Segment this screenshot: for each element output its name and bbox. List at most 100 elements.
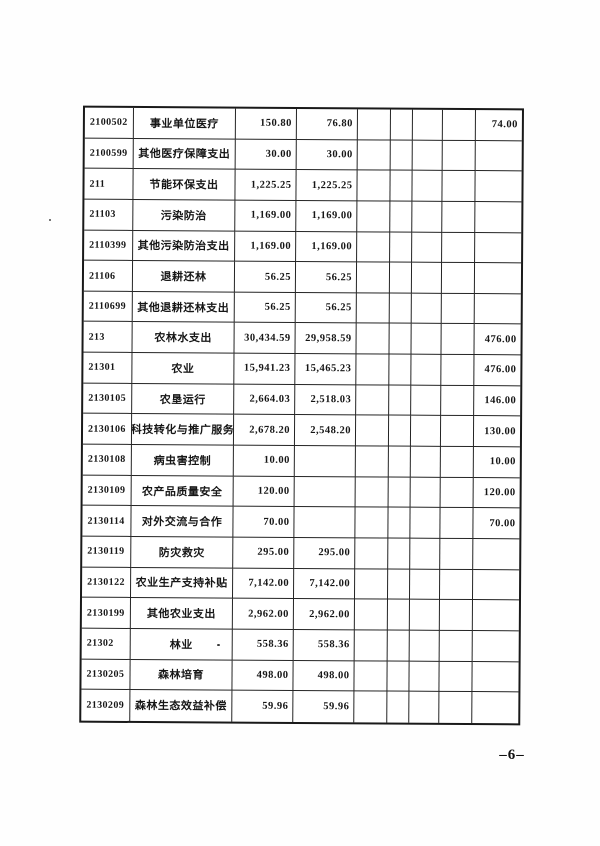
value-cell: 10.00 [473,447,520,479]
code-cell: 2130119 [82,536,132,568]
name-cell: 病虫害控制 [131,445,234,477]
value-cell: 10.00 [233,445,295,477]
value-cell [442,109,476,141]
value-cell [475,201,522,233]
value-cell [412,140,443,172]
value-cell: 498.00 [232,660,294,692]
name-cell: 防灾救灾 [131,536,234,569]
value-cell [442,201,476,233]
value-cell [409,691,440,723]
value-cell [475,140,522,172]
value-cell: 30.00 [235,139,297,171]
value-cell [441,263,476,294]
value-cell [439,661,473,693]
value-cell [475,171,522,203]
value-cell: 7,142.00 [293,568,356,600]
value-cell [412,232,443,264]
value-cell [472,630,519,662]
value-cell: 476.00 [474,324,521,356]
value-cell [355,538,389,570]
value-cell: 59.96 [232,690,294,722]
value-cell [357,139,391,171]
name-cell: 事业单位医疗 [133,107,236,140]
value-cell: 130.00 [473,416,521,448]
value-cell: 2,548.20 [294,415,357,447]
value-cell [473,539,520,570]
name-cell: 其他医疗保障支出 [133,138,236,170]
value-cell: 1,225.25 [235,169,297,201]
value-cell [354,660,388,692]
name-cell: 科技转化与推广服务 [131,414,235,446]
value-cell [412,109,443,141]
value-cell: 30,434.59 [234,323,296,355]
value-cell: 56.25 [295,262,358,294]
value-cell: 15,941.23 [234,353,296,385]
value-cell [412,170,443,202]
value-cell [355,477,389,508]
name-cell: 其他退耕还林支出 [132,291,235,324]
value-cell [389,324,412,355]
code-cell: 2130108 [82,444,132,476]
name-cell: 农垦运行 [132,383,235,415]
scan-speck [217,644,220,646]
value-cell: 56.25 [234,292,296,324]
value-cell [409,630,440,662]
code-cell: 2130114 [82,505,132,537]
value-cell [440,508,474,540]
name-cell: 节能环保支出 [133,169,236,201]
name-cell: 农产品质量安全 [131,475,234,507]
value-cell [390,170,413,202]
value-cell: 2,664.03 [234,384,296,416]
value-cell [389,293,412,325]
value-cell: 1,169.00 [235,231,297,263]
code-cell: 21302 [81,628,131,660]
value-cell: 56.25 [295,292,357,324]
value-cell [440,538,474,570]
value-cell: 476.00 [474,355,521,387]
value-cell [388,477,411,508]
name-cell: 其他污染防治支出 [133,230,236,262]
code-cell: 2110399 [84,230,134,262]
value-cell [472,569,520,601]
value-cell [409,661,440,693]
value-cell [389,385,412,417]
value-cell [410,416,442,447]
value-cell: 56.25 [234,261,297,293]
code-cell: 2100599 [84,138,134,170]
value-cell [441,324,475,356]
value-cell: 59.96 [293,691,355,723]
value-cell [442,171,476,202]
value-cell [356,385,390,416]
code-cell: 21103 [84,199,134,231]
value-cell [442,232,476,264]
code-cell: 21301 [83,352,133,384]
value-cell: 15,465.23 [295,354,357,386]
code-cell: 2130205 [81,659,131,691]
value-cell [354,691,388,723]
value-cell: 295.00 [294,537,356,569]
value-cell: 2,678.20 [233,414,296,447]
value-cell [388,507,411,539]
name-cell: 森林生态效益补偿 [130,690,233,722]
value-cell [440,416,475,448]
value-cell: 1,169.00 [235,200,297,232]
value-cell [410,477,441,509]
value-cell [412,201,443,233]
value-cell [356,262,391,294]
code-cell: 2130122 [81,567,132,599]
value-cell: 558.36 [293,629,355,661]
value-cell [474,263,522,295]
value-cell [441,293,475,325]
value-cell: 295.00 [233,537,295,569]
value-cell: 74.00 [475,110,522,141]
value-cell: 558.36 [232,629,294,661]
value-cell [472,600,519,632]
name-cell: 其他农业支出 [130,598,233,630]
name-cell: 污染防治 [133,199,236,232]
value-cell [411,324,442,355]
value-cell [411,385,442,417]
value-cell [294,446,356,478]
value-cell [356,293,390,325]
page-number: –6– [499,747,525,763]
value-cell: 30.00 [296,139,358,171]
